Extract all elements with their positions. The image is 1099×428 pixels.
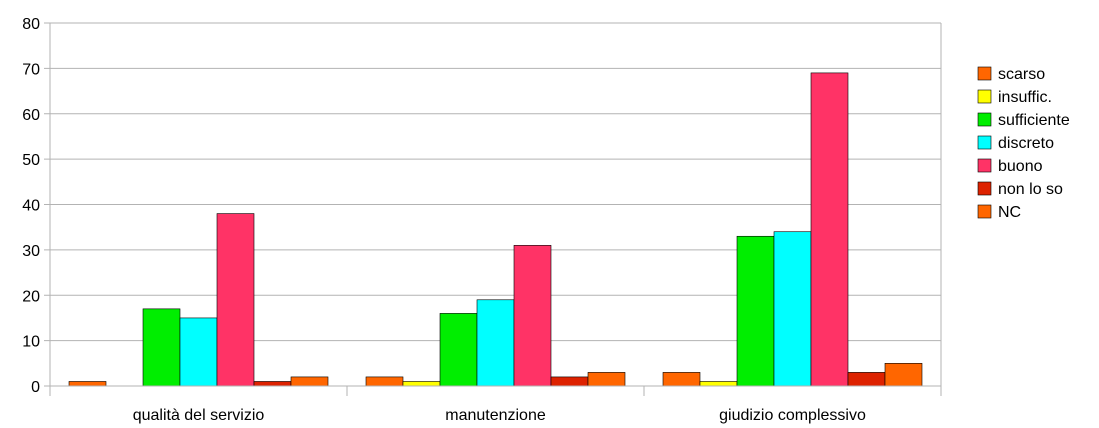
x-tick-label: manutenzione	[445, 407, 546, 424]
x-axis-ticks: qualità del servizio manutenzione giudizio…	[133, 386, 866, 424]
legend-swatch	[977, 135, 992, 150]
legend: scarso insuffic. sufficiente discreto buono n…	[977, 66, 1070, 221]
bar-nc-2	[884, 363, 923, 387]
y-tick-label: 70	[22, 61, 40, 78]
legend-label: sufficiente	[998, 112, 1070, 129]
y-tick-label: 20	[22, 288, 40, 305]
legend-label: non lo so	[998, 181, 1063, 198]
y-tick-label: 80	[22, 16, 40, 33]
legend-swatch	[977, 66, 992, 81]
bar-buono-2	[810, 72, 849, 387]
x-tick-label: qualità del servizio	[133, 407, 265, 424]
legend-label: insuffic.	[998, 89, 1052, 106]
bar-scarso-0	[68, 381, 107, 387]
legend-swatch	[977, 181, 992, 196]
legend-swatch	[977, 204, 992, 219]
bar-buono-1	[513, 245, 552, 387]
bar-nc-1	[587, 372, 626, 387]
y-tick-label: 50	[22, 152, 40, 169]
legend-label: discreto	[998, 135, 1054, 152]
bar-scarso-2	[662, 372, 701, 387]
y-tick-label: 0	[31, 379, 40, 396]
bar-discreto-1	[476, 299, 515, 387]
y-axis-ticks: 0 10 20 30 40 50 60 70 80	[22, 16, 50, 396]
bar-scarso-1	[365, 376, 404, 387]
bar-sufficiente-0	[142, 308, 181, 387]
bars	[68, 72, 923, 387]
legend-swatch	[977, 158, 992, 173]
bar-buono-0	[216, 213, 255, 387]
x-tick-label: giudizio complessivo	[719, 407, 866, 424]
bar-insuffic--1	[402, 381, 441, 387]
bar-non-lo-so-1	[550, 376, 589, 387]
axes	[49, 23, 942, 396]
bar-sufficiente-2	[736, 235, 775, 387]
y-tick-label: 10	[22, 334, 40, 351]
y-tick-label: 60	[22, 107, 40, 124]
y-tick-label: 30	[22, 243, 40, 260]
bar-non-lo-so-2	[847, 372, 886, 387]
legend-label: NC	[998, 204, 1021, 221]
y-tick-label: 40	[22, 198, 40, 215]
legend-label: scarso	[998, 66, 1045, 83]
bar-discreto-2	[773, 231, 812, 387]
legend-label: buono	[998, 158, 1043, 175]
legend-swatch	[977, 112, 992, 127]
bar-nc-0	[290, 376, 329, 387]
bar-discreto-0	[179, 317, 218, 387]
bar-insuffic--2	[699, 381, 738, 387]
bar-sufficiente-1	[439, 313, 478, 387]
legend-swatch	[977, 89, 992, 104]
bar-non-lo-so-0	[253, 381, 292, 387]
